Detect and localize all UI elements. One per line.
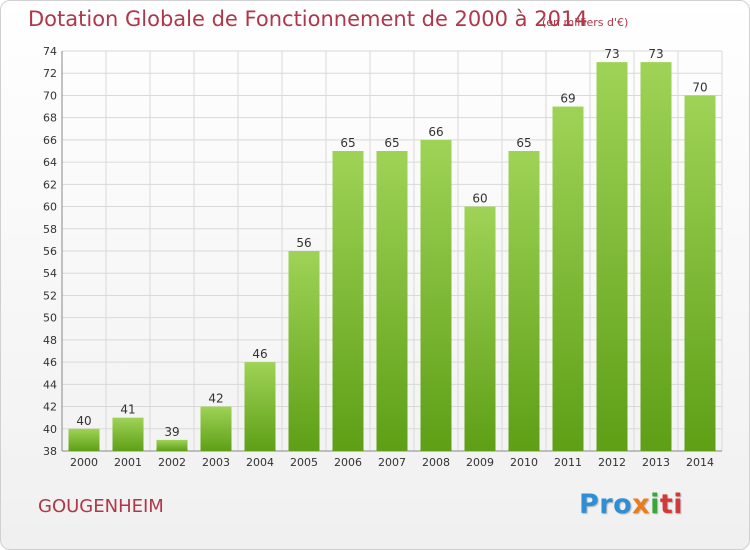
x-tick-label: 2005 xyxy=(290,456,318,469)
bar-value-label: 73 xyxy=(604,47,619,61)
bar xyxy=(244,362,276,451)
bar xyxy=(200,406,232,451)
bar-value-label: 66 xyxy=(428,125,443,139)
y-tick-label: 46 xyxy=(43,356,57,369)
bar-value-label: 70 xyxy=(692,80,707,94)
bar xyxy=(376,151,408,451)
y-tick-label: 54 xyxy=(43,267,57,280)
y-tick-label: 64 xyxy=(43,156,57,169)
bar xyxy=(420,139,452,451)
x-tick-label: 2004 xyxy=(246,456,274,469)
bars xyxy=(68,62,716,452)
bar xyxy=(640,62,672,451)
bar-value-label: 56 xyxy=(296,236,311,250)
y-tick-label: 66 xyxy=(43,134,57,147)
y-tick-label: 62 xyxy=(43,178,57,191)
x-tick-label: 2003 xyxy=(202,456,230,469)
y-tick-label: 68 xyxy=(43,112,57,125)
x-tick-label: 2006 xyxy=(334,456,362,469)
x-tick-label: 2013 xyxy=(642,456,670,469)
bar xyxy=(68,428,100,451)
x-tick-label: 2008 xyxy=(422,456,450,469)
bar-value-label: 42 xyxy=(208,392,223,406)
y-tick-label: 48 xyxy=(43,334,57,347)
y-tick-label: 44 xyxy=(43,378,57,391)
bar-value-label: 60 xyxy=(472,192,487,206)
bar xyxy=(112,417,144,451)
x-tick-label: 2002 xyxy=(158,456,186,469)
labels: 40 2000 41 2001 39 2002 42 2003 46 2004 56 2005 65 20… xyxy=(70,47,714,469)
bar xyxy=(684,95,716,451)
x-tick-label: 2000 xyxy=(70,456,98,469)
y-tick-label: 70 xyxy=(43,89,57,102)
y-tick-label: 52 xyxy=(43,289,57,302)
bar xyxy=(464,206,496,451)
place-name: GOUGENHEIM xyxy=(38,496,164,517)
bar xyxy=(156,439,188,451)
y-tick-label: 40 xyxy=(43,423,57,436)
y-tick-label: 42 xyxy=(43,401,57,414)
x-tick-label: 2011 xyxy=(554,456,582,469)
x-tick-label: 2009 xyxy=(466,456,494,469)
y-tick-label: 72 xyxy=(43,67,57,80)
bar xyxy=(288,251,320,451)
chart-title: Dotation Globale de Fonctionnement de 20… xyxy=(28,7,588,31)
bar-value-label: 39 xyxy=(164,425,179,439)
bar xyxy=(508,151,540,451)
bar xyxy=(332,151,364,451)
bar-value-label: 65 xyxy=(340,136,355,150)
x-tick-label: 2010 xyxy=(510,456,538,469)
y-tick-label: 58 xyxy=(43,223,57,236)
bar-value-label: 69 xyxy=(560,92,575,106)
y-tick-label: 50 xyxy=(43,312,57,325)
bar-value-label: 65 xyxy=(516,136,531,150)
bar xyxy=(552,106,584,452)
y-tick-label: 60 xyxy=(43,201,57,214)
bar-value-label: 46 xyxy=(252,347,267,361)
y-tick-label: 74 xyxy=(43,45,57,58)
x-tick-label: 2012 xyxy=(598,456,626,469)
bar xyxy=(596,62,628,451)
bar-value-label: 65 xyxy=(384,136,399,150)
bar-value-label: 73 xyxy=(648,47,663,61)
proxiti-logo: Proxiti xyxy=(579,489,684,520)
y-tick-label: 38 xyxy=(43,445,57,458)
x-tick-label: 2007 xyxy=(378,456,406,469)
x-tick-label: 2014 xyxy=(686,456,714,469)
bar-value-label: 41 xyxy=(120,403,135,417)
x-tick-label: 2001 xyxy=(114,456,142,469)
bar-value-label: 40 xyxy=(76,414,91,428)
y-tick-label: 56 xyxy=(43,245,57,258)
chart-subtitle: (en milliers d'€) xyxy=(542,16,629,29)
